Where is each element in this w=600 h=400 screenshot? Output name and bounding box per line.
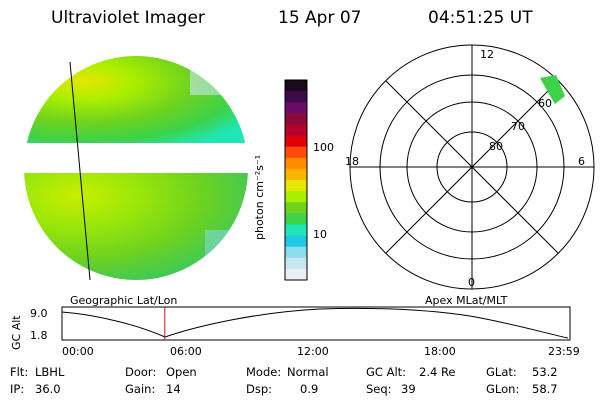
colorbar-swatch <box>285 146 307 159</box>
colorbar-swatch <box>285 224 307 237</box>
info-gain-key: Gain: <box>125 382 156 396</box>
timeline-xtick-1: 06:00 <box>170 345 202 358</box>
instrument-title: Ultraviolet Imager <box>51 8 205 28</box>
apex-label: Apex MLat/MLT <box>425 294 508 307</box>
mlt-label-18: 18 <box>345 155 359 168</box>
colorbar <box>284 79 308 281</box>
orbit-altitude-curve <box>61 307 569 339</box>
info-flt-key: Flt: <box>10 365 29 379</box>
time-label: 04:51:25 UT <box>428 8 533 28</box>
info-seq-value: 39 <box>401 382 416 396</box>
timeline-xtick-4: 23:59 <box>548 345 580 358</box>
colorbar-swatch <box>285 180 307 192</box>
colorbar-swatch <box>285 202 307 214</box>
info-seq-key: Seq: <box>366 382 392 396</box>
colorbar-swatch <box>285 257 307 270</box>
colorbar-swatch <box>285 157 307 170</box>
timeline-xtick-2: 12:00 <box>297 345 329 358</box>
info-mode-key: Mode: <box>246 365 282 379</box>
info-glat-value: 53.2 <box>532 365 558 379</box>
colorbar-swatch <box>285 80 307 92</box>
timeline-xtick-3: 18:00 <box>424 345 456 358</box>
colorbar-swatch <box>285 268 307 281</box>
info-door-key: Door: <box>125 365 157 379</box>
mlat-label-70: 70 <box>511 120 525 133</box>
info-dsp-key: Dsp: <box>246 382 273 396</box>
mlt-label-0: 0 <box>468 276 475 289</box>
mlt-label-6: 6 <box>578 155 585 168</box>
aurora-patch <box>540 75 565 104</box>
info-glon-value: 58.7 <box>532 382 558 396</box>
colorbar-swatch <box>285 191 307 203</box>
info-ip-key: IP: <box>10 382 25 396</box>
mlt-label-12: 12 <box>480 48 494 61</box>
colorbar-swatch <box>285 246 307 259</box>
mlat-label-80: 80 <box>489 140 503 153</box>
colorbar-swatch <box>285 124 307 137</box>
info-flt-value: LBHL <box>35 365 65 379</box>
info-door-value: Open <box>166 365 197 379</box>
colorbar-swatch <box>285 102 307 114</box>
colorbar-frame <box>284 79 308 281</box>
info-glon-key: GLon: <box>486 382 520 396</box>
colorbar-swatch <box>285 213 307 225</box>
timeline-ytick-top: 9.0 <box>30 307 48 320</box>
info-glat-key: GLat: <box>486 365 517 379</box>
info-gain-value: 14 <box>166 382 181 396</box>
info-gcalt-key: GC Alt: <box>366 365 407 379</box>
timeline-ytick-bottom: 1.8 <box>30 329 48 342</box>
info-dsp-value: 0.9 <box>300 382 319 396</box>
colorbar-swatch <box>285 235 307 248</box>
terminator-line <box>69 61 91 281</box>
colorbar-swatch <box>285 135 307 148</box>
colorbar-swatch <box>285 91 307 103</box>
colorbar-swatch <box>285 113 307 125</box>
geographic-label: Geographic Lat/Lon <box>70 294 178 307</box>
timeline-xtick-0: 00:00 <box>62 345 94 358</box>
colorbar-swatch <box>285 168 307 181</box>
info-mode-value: Normal <box>287 365 329 379</box>
colorbar-tick-100: 100 <box>313 141 334 154</box>
info-gcalt-value: 2.4 Re <box>419 365 456 379</box>
mlat-label-60: 60 <box>538 97 552 110</box>
date-label: 15 Apr 07 <box>278 8 362 28</box>
colorbar-tick-10: 10 <box>313 228 327 241</box>
info-ip-value: 36.0 <box>35 382 61 396</box>
